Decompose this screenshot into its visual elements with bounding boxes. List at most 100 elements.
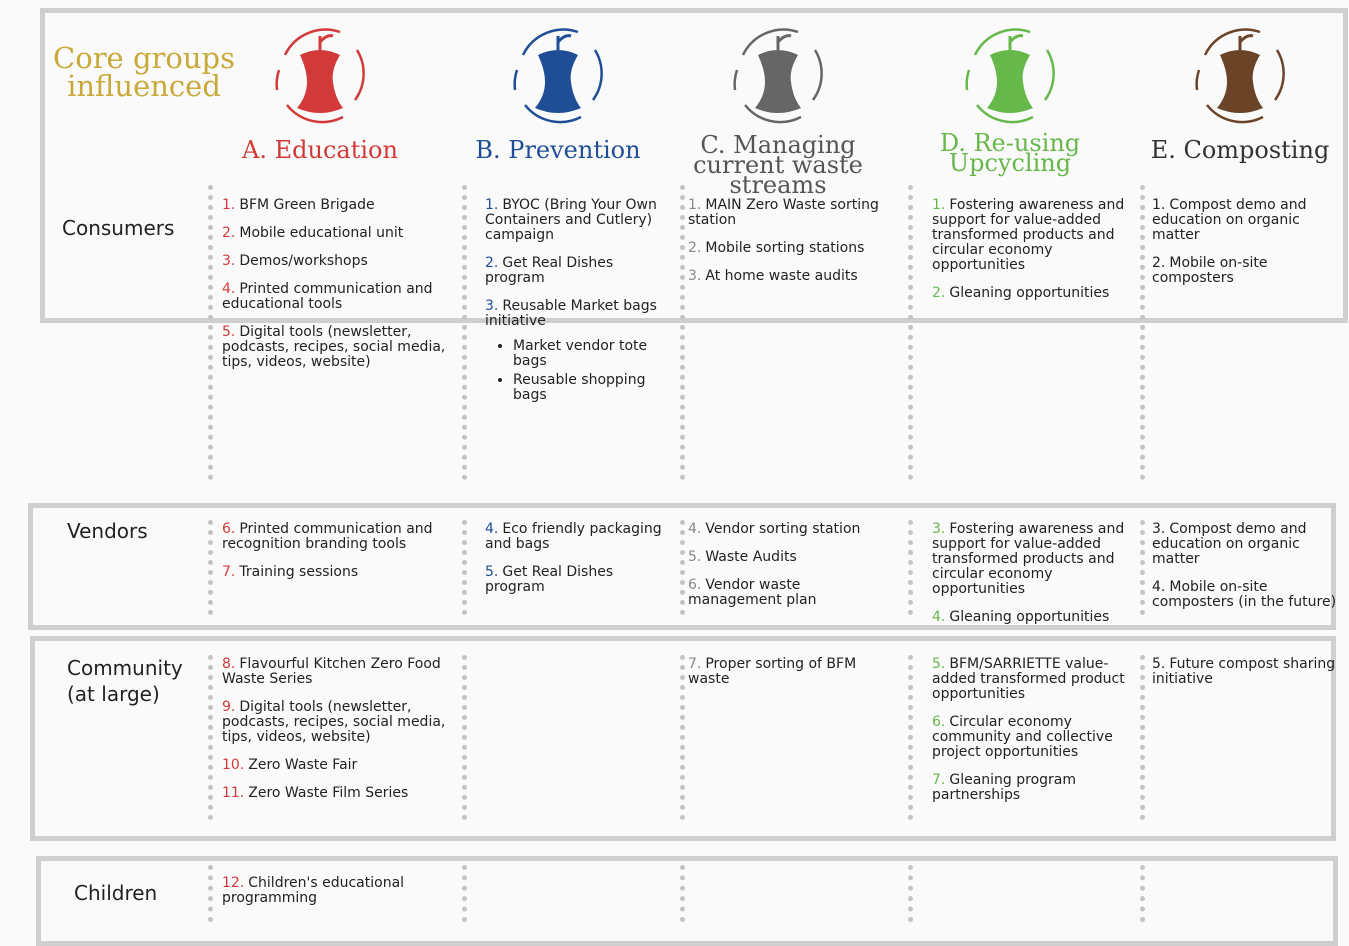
separator (1140, 655, 1145, 820)
item-text: Demos/workshops (239, 253, 368, 269)
item: 5. Waste Audits (688, 550, 888, 565)
apple-icon (513, 28, 603, 124)
item-number: 1. (222, 197, 236, 213)
item-text: Mobile on-site composters (1152, 255, 1268, 286)
item-number: 2. (1152, 255, 1166, 271)
item: 5. Digital tools (newsletter, podcasts, r… (222, 325, 450, 370)
item: 4. Printed communication and educational … (222, 282, 450, 312)
cell: 1. Compost demo and education on organic … (1152, 198, 1337, 299)
item-number: 3. (688, 268, 702, 284)
item-number: 3. (485, 298, 499, 314)
separator (908, 520, 913, 615)
item-text: Waste Audits (705, 549, 797, 565)
cell: 8. Flavourful Kitchen Zero Food Waste Ser… (222, 657, 450, 814)
item-text: Get Real Dishes program (485, 255, 614, 286)
item-number: 9. (222, 699, 236, 715)
column-header: C. Managing current waste streams (693, 131, 863, 199)
item-number: 2. (222, 225, 236, 241)
cell: 5. Future compost sharing initiative (1152, 657, 1337, 700)
item: 1. BFM Green Brigade (222, 198, 450, 213)
item: 1. Compost demo and education on organic … (1152, 198, 1337, 243)
item: 2. Mobile educational unit (222, 226, 450, 241)
item: 1. BYOC (Bring Your Own Containers and Cu… (485, 198, 670, 243)
separator (462, 520, 467, 615)
cell: 6. Printed communication and recognition … (222, 522, 450, 593)
separator (908, 865, 913, 922)
sub-list: Market vendor tote bags Reusable shopping… (513, 339, 670, 403)
item: 4. Vendor sorting station (688, 522, 888, 537)
item-text: Mobile sorting stations (705, 240, 865, 256)
cell: 4. Vendor sorting station 5. Waste Audits 6.… (688, 522, 888, 621)
item-text: Printed communication and educational to… (222, 281, 433, 312)
item-number: 5. (688, 549, 702, 565)
column-header: D. Re-using Upcycling (939, 129, 1081, 177)
item-number: 1. (932, 197, 946, 213)
item-number: 5. (222, 324, 236, 340)
item: 8. Flavourful Kitchen Zero Food Waste Ser… (222, 657, 450, 687)
item-text: BFM Green Brigade (239, 197, 375, 213)
item-text: Mobile educational unit (239, 225, 404, 241)
item-number: 4. (222, 281, 236, 297)
row-label: Vendors (67, 519, 148, 543)
cell: 7. Proper sorting of BFM waste (688, 657, 888, 700)
separator (680, 865, 685, 922)
item-text: Zero Waste Fair (248, 757, 358, 773)
item-text: Mobile on-site composters (in the future… (1152, 579, 1337, 610)
item-text: Get Real Dishes program (485, 564, 614, 595)
item-text: Compost demo and education on organic ma… (1152, 521, 1307, 567)
item: 2. Get Real Dishes program (485, 256, 670, 286)
item-text: Vendor waste management plan (688, 577, 817, 608)
item: 12. Children's educational programming (222, 876, 450, 906)
item-text: Gleaning opportunities (949, 285, 1110, 301)
item: 4. Gleaning opportunities (932, 610, 1137, 625)
item: 5. Get Real Dishes program (485, 565, 670, 595)
item-text: Training sessions (239, 564, 359, 580)
item-number: 10. (222, 757, 245, 773)
sub-item: Market vendor tote bags (513, 339, 670, 369)
column-header: B. Prevention (475, 136, 641, 164)
item: 7. Gleaning program partnerships (932, 773, 1137, 803)
cell: 12. Children's educational programming (222, 876, 450, 919)
item-number: 5. (1152, 656, 1166, 672)
separator (1140, 865, 1145, 922)
row-label: Children (74, 881, 158, 905)
item-number: 2. (932, 285, 946, 301)
sub-item: Reusable shopping bags (513, 373, 670, 403)
item: 3. Fostering awareness and support for va… (932, 522, 1137, 597)
separator (208, 185, 213, 480)
item: 6. Printed communication and recognition … (222, 522, 450, 552)
item-text: BYOC (Bring Your Own Containers and Cutl… (485, 197, 657, 243)
separator (208, 655, 213, 820)
row-label: Consumers (62, 216, 175, 240)
cell: 3. Fostering awareness and support for va… (932, 522, 1137, 638)
cell: 4. Eco friendly packaging and bags 5. Get R… (485, 522, 670, 608)
item-text: Future compost sharing initiative (1152, 656, 1336, 687)
item: 5. Future compost sharing initiative (1152, 657, 1337, 687)
separator (208, 865, 213, 922)
frame (30, 636, 1336, 841)
item-number: 4. (688, 521, 702, 537)
item: 3.Reusable Market bags initiative Market … (485, 299, 670, 403)
item: 10. Zero Waste Fair (222, 758, 450, 773)
separator (462, 865, 467, 922)
item-text: Zero Waste Film Series (248, 785, 409, 801)
item-number: 6. (222, 521, 236, 537)
cell: 1. MAIN Zero Waste sorting station 2. Mobil… (688, 198, 888, 297)
item: 2. Mobile sorting stations (688, 241, 888, 256)
item: 7. Proper sorting of BFM waste (688, 657, 888, 687)
item-number: 4. (932, 609, 946, 625)
item-number: 7. (222, 564, 236, 580)
item: 7. Training sessions (222, 565, 450, 580)
item-text: Children's educational programming (222, 875, 405, 906)
item: 3. Compost demo and education on organic … (1152, 522, 1337, 567)
item-number: 6. (932, 714, 946, 730)
item-number: 12. (222, 875, 245, 891)
separator (462, 185, 467, 480)
item-number: 11. (222, 785, 245, 801)
cell: 5. BFM/SARRIETTE value-added transformed … (932, 657, 1137, 816)
item-number: 4. (1152, 579, 1166, 595)
column-header: E. Composting (1150, 136, 1330, 164)
separator (1140, 185, 1145, 480)
item: 6. Circular economy community and collect… (932, 715, 1137, 760)
